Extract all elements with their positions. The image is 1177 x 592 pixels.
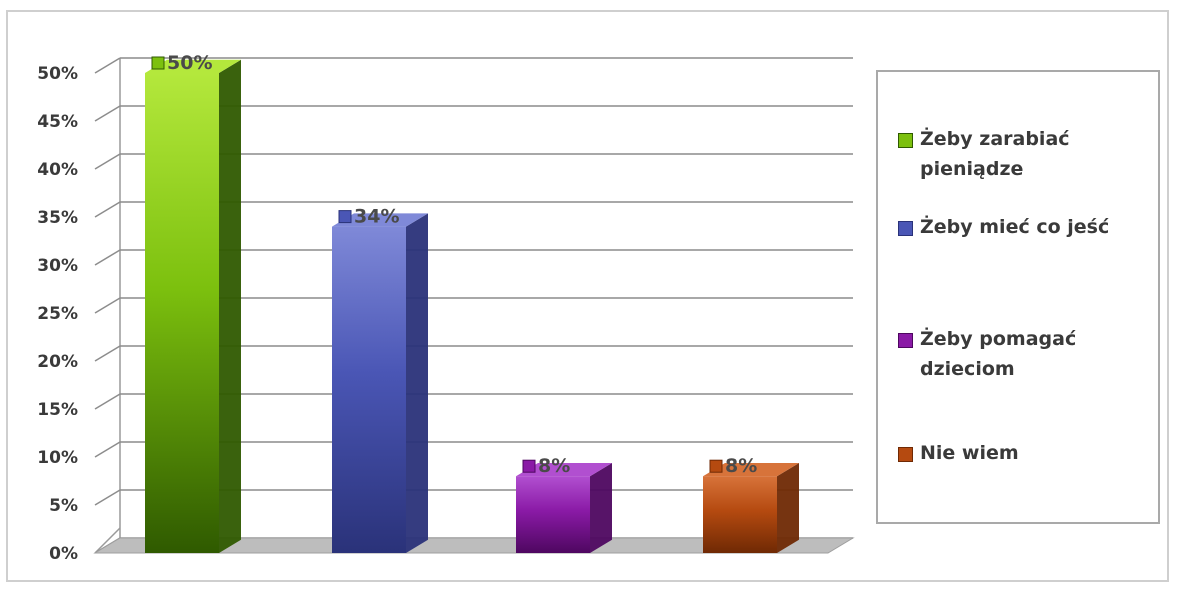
gridline (94, 345, 853, 362)
legend-label-2: Żeby mieć co jeść (920, 216, 1110, 238)
bar (703, 463, 799, 553)
legend-item-1: Żeby zarabiać pieniądze (898, 124, 1140, 184)
legend-item-2: Żeby mieć co jeść (898, 212, 1140, 242)
y-tick-label: 35% (37, 208, 78, 228)
gridline (94, 393, 853, 410)
gridline (94, 441, 853, 458)
legend-swatch-1 (898, 133, 913, 148)
legend-item-3: Żeby pomagać dzieciom (898, 324, 1140, 384)
y-tick-label: 5% (49, 496, 78, 516)
legend-swatch-2 (898, 221, 913, 236)
legend-swatch-3 (898, 333, 913, 348)
data-label-text: 8% (538, 455, 570, 477)
legend-item-4: Nie wiem (898, 438, 1140, 468)
y-tick-label: 10% (37, 448, 78, 468)
gridline (94, 153, 853, 170)
gridline (94, 201, 853, 218)
gridline (94, 249, 853, 266)
y-tick-label: 20% (37, 352, 78, 372)
y-axis-ticks: 0% 5% 10% 15% 20% 25% 30% 35% 40% 45% 50% (37, 64, 78, 564)
data-label: 8% (522, 455, 570, 477)
y-tick-label: 50% (37, 64, 78, 84)
data-label: 50% (151, 52, 212, 74)
y-tick-label: 30% (37, 256, 78, 276)
bar (145, 59, 241, 554)
legend-label-1: Żeby zarabiać pieniądze (920, 128, 1070, 180)
y-tick-label: 0% (49, 544, 78, 564)
gridline (94, 297, 853, 314)
legend-label-4: Nie wiem (920, 442, 1019, 464)
y-tick-label: 45% (37, 112, 78, 132)
data-label-text: 50% (167, 52, 212, 74)
y-tick-label: 40% (37, 160, 78, 180)
legend-swatch-4 (898, 447, 913, 462)
bar (516, 463, 612, 553)
legend: Żeby zarabiać pieniądze Żeby mieć co jeś… (876, 70, 1160, 524)
data-label: 8% (709, 455, 757, 477)
gridline (94, 57, 853, 74)
data-label: 34% (338, 206, 399, 228)
bar (332, 213, 428, 553)
gridline (94, 105, 853, 122)
data-label-text: 8% (725, 455, 757, 477)
bars (145, 59, 799, 554)
legend-label-3: Żeby pomagać dzieciom (920, 328, 1077, 380)
y-tick-label: 25% (37, 304, 78, 324)
data-labels: 50% 34% 8% 8% (151, 52, 757, 477)
y-tick-label: 15% (37, 400, 78, 420)
data-label-text: 34% (354, 206, 399, 228)
